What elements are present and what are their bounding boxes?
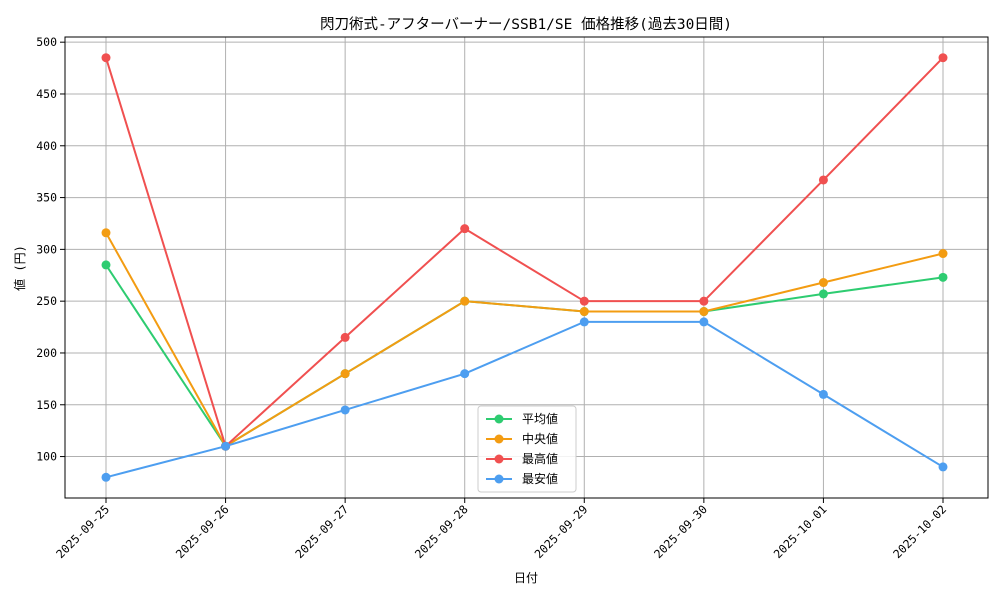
series-line bbox=[105, 320, 944, 479]
data-point bbox=[101, 260, 111, 270]
x-tick-label: 2025-09-30 bbox=[651, 502, 710, 561]
y-tick-label: 500 bbox=[36, 35, 57, 49]
legend-swatch-marker bbox=[494, 434, 504, 444]
data-point bbox=[818, 389, 828, 399]
legend-item: 平均値 bbox=[486, 411, 558, 426]
series-line bbox=[105, 57, 944, 449]
data-point bbox=[221, 441, 231, 451]
legend-label: 最高値 bbox=[522, 451, 558, 466]
data-point bbox=[340, 405, 350, 415]
legend-swatch-marker bbox=[494, 474, 504, 484]
chart-title: 閃刀術式-アフターバーナー/SSB1/SE 価格推移(過去30日間) bbox=[320, 16, 732, 33]
legend-label: 最安値 bbox=[522, 471, 558, 486]
legend-item: 中央値 bbox=[486, 431, 558, 446]
series-group bbox=[101, 53, 948, 482]
grid bbox=[65, 37, 988, 498]
x-tick-label: 2025-09-27 bbox=[292, 502, 351, 561]
data-point bbox=[938, 272, 948, 282]
y-tick-label: 350 bbox=[36, 191, 57, 205]
data-point bbox=[579, 307, 589, 317]
data-point bbox=[818, 175, 828, 185]
x-tick-label: 2025-09-25 bbox=[53, 502, 112, 561]
data-point bbox=[938, 462, 948, 472]
series-line bbox=[105, 232, 944, 448]
legend-label: 中央値 bbox=[522, 431, 558, 446]
data-point bbox=[938, 53, 948, 63]
data-point bbox=[818, 289, 828, 299]
x-tick-label: 2025-09-28 bbox=[412, 502, 471, 561]
series-3 bbox=[101, 317, 948, 482]
y-tick-label: 300 bbox=[36, 242, 57, 256]
data-point bbox=[340, 369, 350, 379]
y-tick-label: 400 bbox=[36, 139, 57, 153]
data-point bbox=[938, 249, 948, 259]
data-point bbox=[460, 224, 470, 234]
y-tick-label: 250 bbox=[36, 294, 57, 308]
data-point bbox=[699, 307, 709, 317]
legend-label: 平均値 bbox=[522, 411, 558, 426]
data-point bbox=[699, 296, 709, 306]
x-tick-label: 2025-09-29 bbox=[532, 502, 591, 561]
legend-item: 最高値 bbox=[486, 451, 558, 466]
y-tick-label: 200 bbox=[36, 346, 57, 360]
legend-swatch-marker bbox=[494, 454, 504, 464]
series-2 bbox=[101, 53, 948, 451]
data-point bbox=[101, 228, 111, 238]
legend-swatch-marker bbox=[494, 414, 504, 424]
y-tick-label: 150 bbox=[36, 398, 57, 412]
data-point bbox=[460, 296, 470, 306]
legend-item: 最安値 bbox=[486, 471, 558, 486]
y-axis-label: 値 (円) bbox=[12, 245, 27, 291]
data-point bbox=[579, 317, 589, 327]
data-point bbox=[101, 472, 111, 482]
plot-frame bbox=[64, 36, 989, 499]
data-point bbox=[460, 369, 470, 379]
data-point bbox=[101, 53, 111, 63]
y-tick-label: 450 bbox=[36, 87, 57, 101]
x-axis-label: 日付 bbox=[514, 571, 538, 585]
data-point bbox=[818, 278, 828, 288]
data-point bbox=[579, 296, 589, 306]
y-tick-label: 100 bbox=[36, 450, 57, 464]
x-tick-label: 2025-10-01 bbox=[771, 502, 830, 561]
data-point bbox=[699, 317, 709, 327]
data-point bbox=[340, 332, 350, 342]
x-tick-label: 2025-09-26 bbox=[173, 502, 232, 561]
legend-box bbox=[477, 405, 577, 493]
x-tick-label: 2025-10-02 bbox=[890, 502, 949, 561]
